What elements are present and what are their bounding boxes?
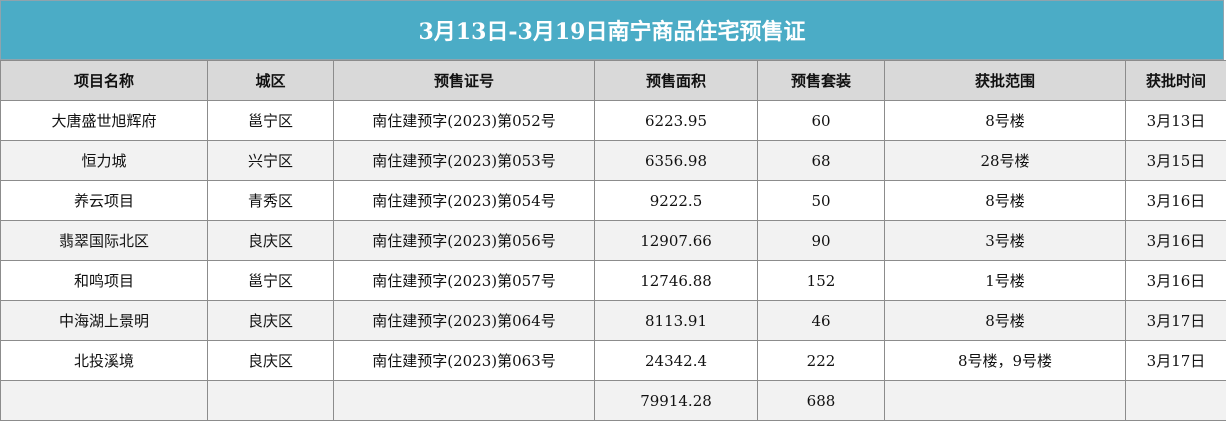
- table-cell: 南住建预字(2023)第057号: [333, 260, 595, 301]
- table-cell: 翡翠国际北区: [0, 220, 208, 261]
- table-cell: [207, 380, 334, 421]
- table-cell: 222: [757, 340, 885, 381]
- table-title: 3月13日-3月19日南宁商品住宅预售证: [0, 0, 1224, 60]
- presale-table: 项目名称 城区 预售证号 预售面积 预售套装 获批范围 获批时间 大唐盛世旭辉府 邕宁区 南住建预…: [0, 60, 1226, 421]
- table-row: 养云项目 青秀区 南住建预字(2023)第054号 9222.5 50 8号楼 3月16日: [0, 180, 1226, 221]
- table-cell: 良庆区: [207, 340, 334, 381]
- table-cell: 南住建预字(2023)第064号: [333, 300, 595, 341]
- table-cell: 南住建预字(2023)第052号: [333, 100, 595, 141]
- table-cell: 3月17日: [1125, 340, 1226, 381]
- table-cell: 和鸣项目: [0, 260, 208, 301]
- table-row: 大唐盛世旭辉府 邕宁区 南住建预字(2023)第052号 6223.95 60 8号楼 3月…: [0, 100, 1226, 141]
- table-cell: 青秀区: [207, 180, 334, 221]
- table-cell: 8号楼，9号楼: [884, 340, 1126, 381]
- table-row: 翡翠国际北区 良庆区 南住建预字(2023)第056号 12907.66 90 3号楼 3月…: [0, 220, 1226, 261]
- table-cell: 南住建预字(2023)第056号: [333, 220, 595, 261]
- table-row: 北投溪境 良庆区 南住建预字(2023)第063号 24342.4 222 8号楼，9号楼…: [0, 340, 1226, 381]
- table-cell: 南住建预字(2023)第054号: [333, 180, 595, 221]
- table-cell: 8113.91: [594, 300, 758, 341]
- table-cell: 90: [757, 220, 885, 261]
- table-cell: 152: [757, 260, 885, 301]
- table-cell: 大唐盛世旭辉府: [0, 100, 208, 141]
- table-cell: 兴宁区: [207, 140, 334, 181]
- table-cell: 12907.66: [594, 220, 758, 261]
- table-cell: 8号楼: [884, 100, 1126, 141]
- table-cell: 3月17日: [1125, 300, 1226, 341]
- table-cell: 北投溪境: [0, 340, 208, 381]
- table-row: 和鸣项目 邕宁区 南住建预字(2023)第057号 12746.88 152 1号楼 3月1…: [0, 260, 1226, 301]
- column-header: 预售面积: [594, 60, 758, 101]
- total-area: 79914.28: [594, 380, 758, 421]
- table-cell: [884, 380, 1126, 421]
- table-cell: 12746.88: [594, 260, 758, 301]
- table-cell: [1125, 380, 1226, 421]
- table-cell: 6356.98: [594, 140, 758, 181]
- table-cell: [0, 380, 208, 421]
- column-header: 获批时间: [1125, 60, 1226, 101]
- table-cell: 8号楼: [884, 180, 1126, 221]
- table-cell: 邕宁区: [207, 260, 334, 301]
- table-cell: 3月13日: [1125, 100, 1226, 141]
- table-cell: [333, 380, 595, 421]
- column-header: 获批范围: [884, 60, 1126, 101]
- table-cell: 中海湖上景明: [0, 300, 208, 341]
- column-header: 预售证号: [333, 60, 595, 101]
- column-header: 城区: [207, 60, 334, 101]
- table-cell: 1号楼: [884, 260, 1126, 301]
- total-units: 688: [757, 380, 885, 421]
- table-body: 项目名称 城区 预售证号 预售面积 预售套装 获批范围 获批时间 大唐盛世旭辉府 邕宁区 南住建预…: [0, 60, 1226, 421]
- table-cell: 良庆区: [207, 220, 334, 261]
- table-cell: 3月16日: [1125, 220, 1226, 261]
- table-cell: 50: [757, 180, 885, 221]
- table-cell: 恒力城: [0, 140, 208, 181]
- table-cell: 邕宁区: [207, 100, 334, 141]
- table-row: 项目名称 城区 预售证号 预售面积 预售套装 获批范围 获批时间: [0, 60, 1226, 101]
- table-cell: 南住建预字(2023)第063号: [333, 340, 595, 381]
- table-cell: 南住建预字(2023)第053号: [333, 140, 595, 181]
- table-cell: 68: [757, 140, 885, 181]
- column-header: 预售套装: [757, 60, 885, 101]
- table-cell: 养云项目: [0, 180, 208, 221]
- table-cell: 6223.95: [594, 100, 758, 141]
- table-row: 中海湖上景明 良庆区 南住建预字(2023)第064号 8113.91 46 8号楼 3月1…: [0, 300, 1226, 341]
- table-cell: 46: [757, 300, 885, 341]
- table-cell: 3月15日: [1125, 140, 1226, 181]
- table-cell: 28号楼: [884, 140, 1126, 181]
- table-cell: 3月16日: [1125, 180, 1226, 221]
- table-cell: 3号楼: [884, 220, 1126, 261]
- table-cell: 8号楼: [884, 300, 1126, 341]
- column-header: 项目名称: [0, 60, 208, 101]
- table-cell: 3月16日: [1125, 260, 1226, 301]
- table-cell: 24342.4: [594, 340, 758, 381]
- table-cell: 良庆区: [207, 300, 334, 341]
- table-cell: 9222.5: [594, 180, 758, 221]
- table-row: 79914.28 688: [0, 380, 1226, 421]
- table-row: 恒力城 兴宁区 南住建预字(2023)第053号 6356.98 68 28号楼 3月15日: [0, 140, 1226, 181]
- table-cell: 60: [757, 100, 885, 141]
